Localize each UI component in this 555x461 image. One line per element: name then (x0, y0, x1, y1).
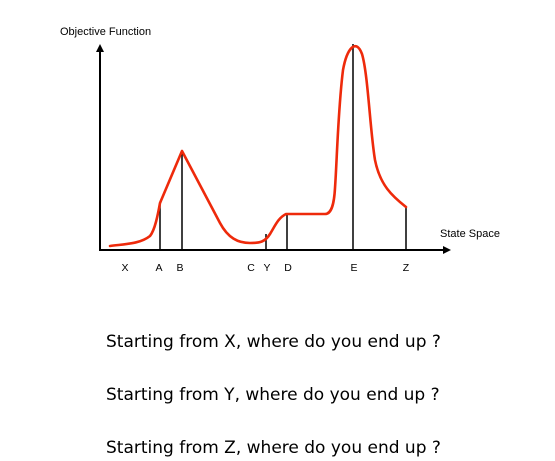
question-start-x: Starting from X, where do you end up ? (106, 332, 441, 352)
tick-label-a: A (155, 262, 162, 274)
objective-curve (108, 44, 408, 248)
tick-label-y: Y (263, 262, 270, 274)
x-axis-title: State Space (440, 228, 500, 240)
question-start-z: Starting from Z, where do you end up ? (106, 438, 441, 458)
tick-label-d: D (284, 262, 292, 274)
y-axis-title: Objective Function (60, 26, 151, 38)
tick-label-e: E (350, 262, 357, 274)
tick-label-c: C (247, 262, 255, 274)
tick-label-x: X (121, 262, 128, 274)
tick-label-z: Z (403, 262, 410, 274)
tick-label-b: B (176, 262, 183, 274)
question-start-y: Starting from Y, where do you end up ? (106, 385, 440, 405)
state-space-diagram: Objective Function State Space X A B C Y… (60, 26, 500, 274)
